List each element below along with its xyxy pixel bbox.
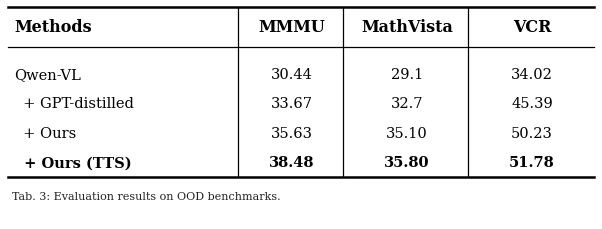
Text: 50.23: 50.23	[511, 126, 553, 140]
Text: + Ours: + Ours	[14, 126, 76, 140]
Text: 32.7: 32.7	[391, 97, 423, 111]
Text: 35.63: 35.63	[271, 126, 313, 140]
Text: 34.02: 34.02	[511, 68, 553, 81]
Text: Tab. 3: Evaluation results on OOD benchmarks.: Tab. 3: Evaluation results on OOD benchm…	[12, 191, 281, 201]
Text: 51.78: 51.78	[509, 155, 555, 169]
Text: 29.1: 29.1	[391, 68, 423, 81]
Text: 35.80: 35.80	[384, 155, 430, 169]
Text: VCR: VCR	[513, 19, 551, 36]
Text: 33.67: 33.67	[271, 97, 313, 111]
Text: + Ours (TTS): + Ours (TTS)	[14, 155, 132, 169]
Text: 45.39: 45.39	[511, 97, 553, 111]
Text: MathVista: MathVista	[361, 19, 453, 36]
Text: + GPT-distilled: + GPT-distilled	[14, 97, 134, 111]
Text: Methods: Methods	[14, 19, 92, 36]
Text: 38.48: 38.48	[269, 155, 315, 169]
Text: 30.44: 30.44	[271, 68, 313, 81]
Text: 35.10: 35.10	[386, 126, 428, 140]
Text: MMMU: MMMU	[259, 19, 326, 36]
Text: Qwen-VL: Qwen-VL	[14, 68, 81, 81]
